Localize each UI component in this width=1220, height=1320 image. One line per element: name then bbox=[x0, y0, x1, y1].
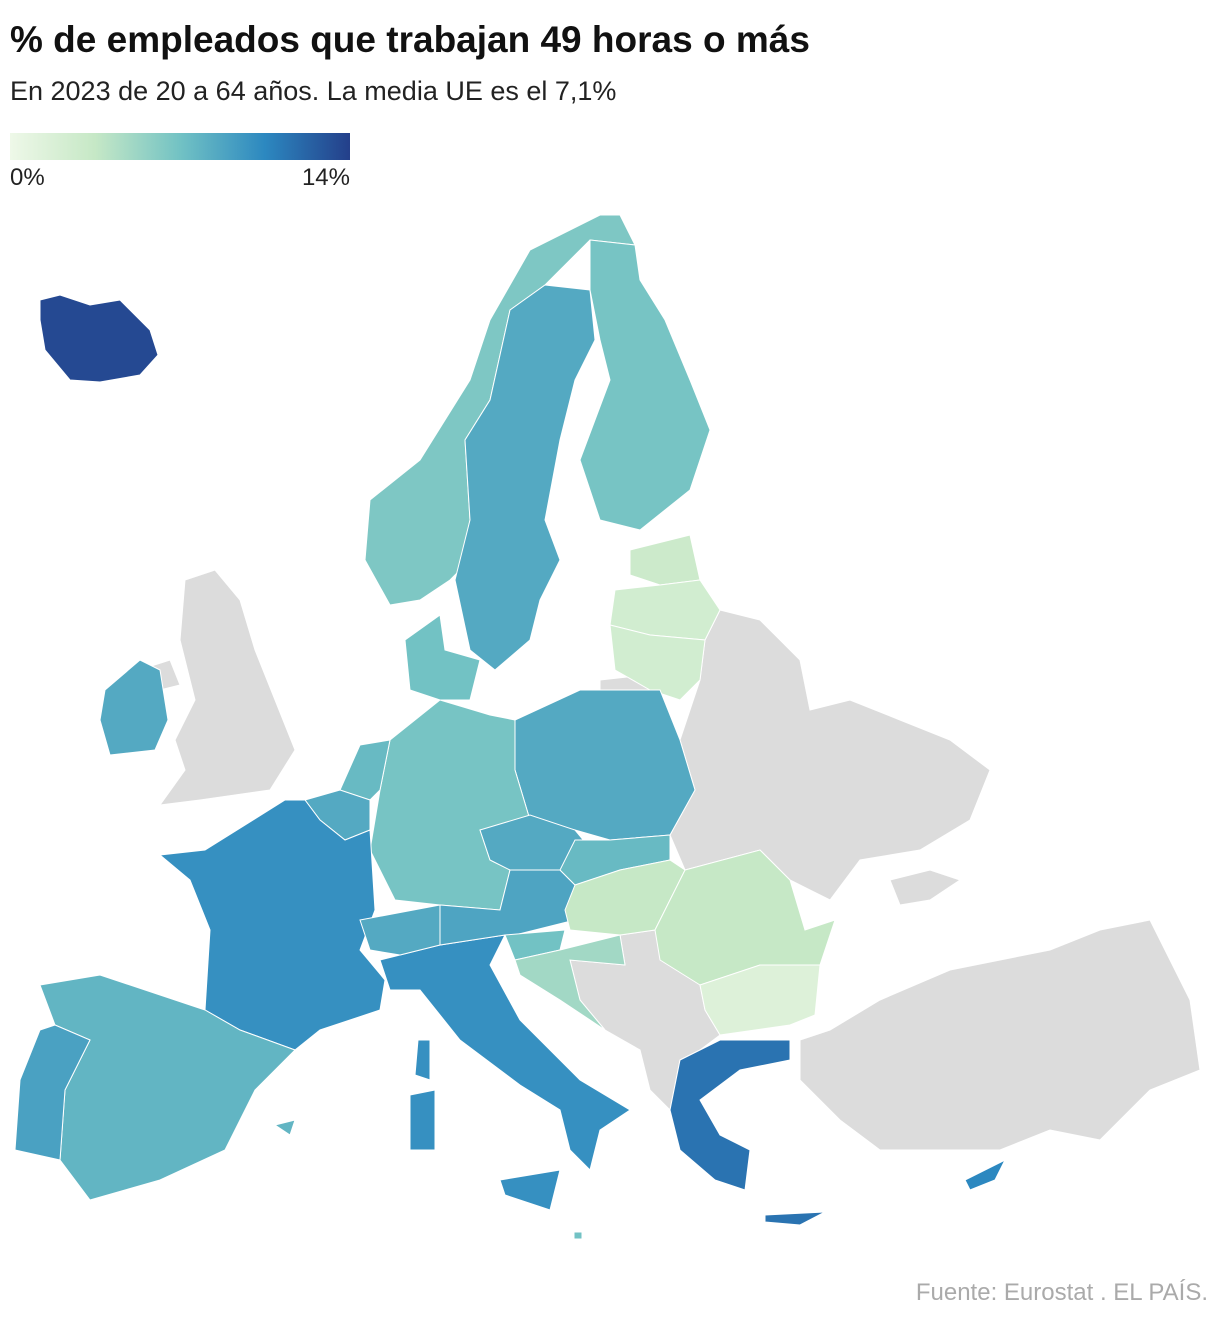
country bbox=[404, 614, 481, 701]
country bbox=[414, 1039, 431, 1081]
country bbox=[454, 284, 596, 671]
turkey bbox=[799, 919, 1201, 1151]
country bbox=[514, 689, 696, 841]
country bbox=[669, 1039, 791, 1191]
country bbox=[273, 1119, 296, 1136]
country bbox=[609, 624, 706, 701]
country bbox=[514, 934, 626, 1031]
united-kingdom bbox=[158, 569, 296, 806]
country bbox=[99, 659, 169, 756]
country bbox=[364, 214, 636, 606]
country bbox=[579, 239, 711, 531]
country bbox=[573, 1231, 583, 1240]
country bbox=[14, 1024, 91, 1161]
country bbox=[764, 1211, 826, 1226]
country bbox=[369, 699, 531, 911]
country bbox=[359, 904, 441, 956]
source: Fuente: Eurostat . EL PAÍS. bbox=[916, 1279, 1208, 1306]
subtitle: En 2023 de 20 a 64 años. La media UE es … bbox=[10, 76, 616, 106]
country bbox=[409, 1089, 436, 1151]
legend-bar bbox=[10, 133, 350, 160]
country bbox=[39, 294, 159, 383]
crimea bbox=[889, 869, 962, 906]
country bbox=[158, 799, 386, 1051]
no-data-countries bbox=[144, 569, 1201, 1151]
countries bbox=[14, 214, 1007, 1240]
title: % de empleados que trabajan 49 horas o m… bbox=[10, 19, 810, 60]
country bbox=[629, 534, 701, 586]
legend-label: 0% bbox=[10, 164, 45, 191]
country bbox=[499, 1169, 561, 1211]
legend-label: 14% bbox=[302, 164, 350, 191]
country bbox=[699, 964, 821, 1036]
country bbox=[964, 1158, 1007, 1191]
eastern-europe bbox=[669, 609, 991, 901]
